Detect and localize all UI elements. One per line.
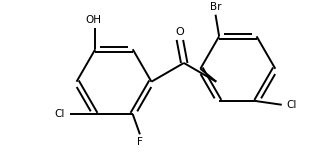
Text: F: F [137,137,143,147]
Text: O: O [175,27,184,37]
Text: Cl: Cl [287,100,297,110]
Text: Br: Br [210,2,221,12]
Text: OH: OH [86,15,102,25]
Text: Cl: Cl [55,109,65,119]
